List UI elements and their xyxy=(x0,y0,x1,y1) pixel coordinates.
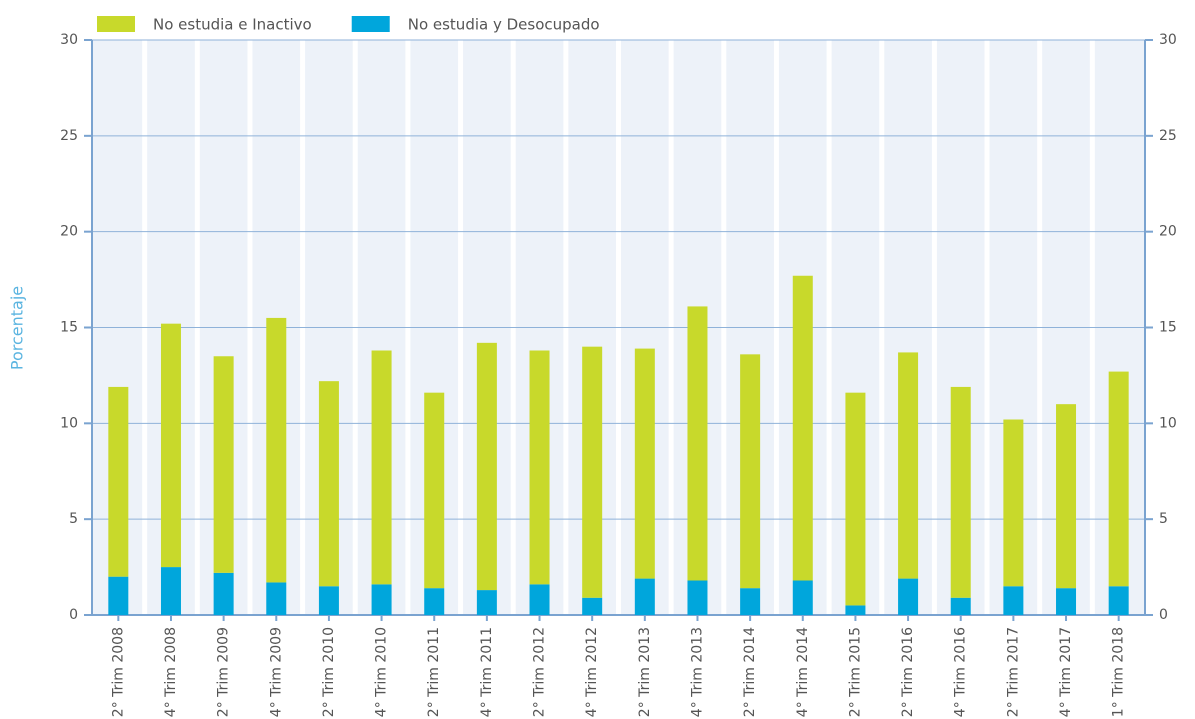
bar-segment xyxy=(1108,586,1129,615)
bar-segment xyxy=(582,346,603,598)
bar-segment xyxy=(266,582,287,615)
bar-segment xyxy=(634,348,655,579)
bar-segment xyxy=(1056,588,1077,615)
x-tick-label: 2° Trim 2011 xyxy=(426,627,442,717)
bar-segment xyxy=(950,597,971,615)
x-tick-label: 4° Trim 2017 xyxy=(1058,627,1074,717)
y-axis-label: Porcentaje xyxy=(8,286,27,370)
bar-segment xyxy=(898,578,919,615)
x-tick-label: 1° Trim 2018 xyxy=(1111,627,1127,717)
x-tick-label: 4° Trim 2012 xyxy=(584,627,600,717)
x-tick-label: 2° Trim 2013 xyxy=(637,627,653,717)
bar-segment xyxy=(476,342,497,591)
bar-segment xyxy=(950,386,971,598)
bar-segment xyxy=(1003,419,1024,587)
y2-tick-label: 10 xyxy=(1159,415,1177,431)
x-tick-label: 4° Trim 2010 xyxy=(374,627,390,717)
y-tick-label: 0 xyxy=(69,607,78,623)
bar-segment xyxy=(529,350,550,585)
y-tick-label: 30 xyxy=(60,32,78,48)
bar-segment xyxy=(424,588,445,615)
y2-tick-label: 0 xyxy=(1159,607,1168,623)
bar-segment xyxy=(792,580,813,615)
bar-segment xyxy=(582,597,603,615)
bar-segment xyxy=(160,323,181,568)
y-tick-label: 25 xyxy=(60,128,78,144)
y2-tick-label: 5 xyxy=(1159,511,1168,527)
x-tick-label: 4° Trim 2008 xyxy=(163,627,179,717)
bar-segment xyxy=(529,584,550,615)
x-tick-label: 2° Trim 2014 xyxy=(742,627,758,717)
bar-segment xyxy=(845,392,866,606)
bar-segment xyxy=(740,354,761,589)
bar-segment xyxy=(687,580,708,615)
y2-tick-label: 20 xyxy=(1159,224,1177,240)
y-tick-label: 15 xyxy=(60,320,78,336)
x-tick-label: 4° Trim 2016 xyxy=(953,627,969,717)
bar-segment xyxy=(1003,586,1024,615)
legend-swatch xyxy=(97,16,135,32)
bar-segment xyxy=(371,584,392,615)
bar-segment xyxy=(318,381,339,587)
legend-label: No estudia e Inactivo xyxy=(153,16,312,34)
bar-segment xyxy=(634,578,655,615)
bar-segment xyxy=(108,386,129,577)
bar-segment xyxy=(213,356,234,573)
legend-label: No estudia y Desocupado xyxy=(408,16,600,34)
bar-segment xyxy=(476,590,497,615)
x-tick-label: 4° Trim 2009 xyxy=(268,627,284,717)
bar-segment xyxy=(1056,404,1077,589)
x-tick-label: 4° Trim 2014 xyxy=(795,627,811,717)
x-tick-label: 2° Trim 2016 xyxy=(900,627,916,717)
x-tick-label: 2° Trim 2015 xyxy=(847,627,863,717)
bar-segment xyxy=(845,605,866,615)
x-tick-label: 4° Trim 2011 xyxy=(479,627,495,717)
bar-segment xyxy=(213,572,234,615)
bar-segment xyxy=(687,306,708,581)
x-tick-label: 4° Trim 2013 xyxy=(689,627,705,717)
x-tick-label: 2° Trim 2010 xyxy=(321,627,337,717)
x-tick-label: 2° Trim 2012 xyxy=(532,627,548,717)
bar-segment xyxy=(160,567,181,615)
bar-segment xyxy=(740,588,761,615)
x-tick-label: 2° Trim 2017 xyxy=(1005,627,1021,717)
bar-segment xyxy=(898,352,919,579)
bar-segment xyxy=(792,275,813,581)
y2-tick-label: 30 xyxy=(1159,32,1177,48)
y-tick-label: 5 xyxy=(69,511,78,527)
bar-segment xyxy=(318,586,339,615)
x-tick-label: 2° Trim 2009 xyxy=(216,627,232,717)
y2-tick-label: 15 xyxy=(1159,320,1177,336)
y-tick-label: 20 xyxy=(60,224,78,240)
bar-segment xyxy=(371,350,392,585)
y2-tick-label: 25 xyxy=(1159,128,1177,144)
legend-swatch xyxy=(351,16,390,32)
x-tick-label: 2° Trim 2008 xyxy=(110,627,126,717)
bar-segment xyxy=(1108,371,1129,587)
bar-segment xyxy=(266,317,287,583)
bar-segment xyxy=(424,392,445,589)
y-tick-label: 10 xyxy=(60,415,78,431)
bar-segment xyxy=(108,576,129,615)
